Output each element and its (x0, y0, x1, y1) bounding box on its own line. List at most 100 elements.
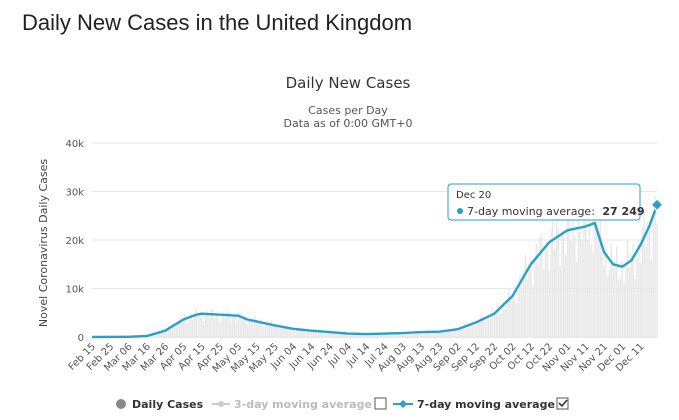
daily-case-bar (544, 246, 547, 337)
daily-case-bar (407, 333, 410, 337)
daily-case-bar (277, 328, 280, 337)
daily-case-bar (190, 314, 192, 337)
legend-7-day-icon (399, 400, 407, 408)
series-layer (91, 197, 665, 339)
tooltip: Dec 20 7-day moving average: 27 249 (447, 183, 645, 221)
daily-case-bar (480, 314, 483, 337)
daily-case-bar (610, 242, 613, 337)
daily-case-bar (173, 323, 176, 337)
daily-case-bar (188, 320, 190, 337)
daily-case-bar (413, 333, 415, 337)
daily-case-bar (168, 325, 170, 337)
daily-case-bar (542, 269, 545, 337)
daily-case-bar (233, 316, 236, 337)
daily-case-bar (403, 332, 406, 337)
daily-case-bar (486, 315, 488, 337)
daily-case-bar (471, 325, 474, 337)
daily-case-bar (312, 330, 314, 337)
daily-case-bar (250, 321, 252, 337)
daily-case-bar (588, 208, 591, 337)
daily-case-bar (531, 286, 534, 337)
daily-case-bar (643, 209, 645, 337)
page-title: Daily New Cases in the United Kingdom (22, 10, 413, 35)
daily-case-bar (537, 265, 539, 337)
daily-case-bar (584, 219, 587, 337)
y-axis-label: Novel Coronavirus Daily Cases (37, 159, 50, 327)
daily-case-bar (526, 279, 528, 337)
daily-case-bar (175, 326, 177, 337)
daily-case-bar (420, 331, 422, 337)
daily-case-bar (548, 270, 550, 337)
daily-case-bar (232, 314, 234, 337)
daily-case-bar (169, 328, 172, 337)
hovered-data-point[interactable] (649, 197, 665, 212)
legend-item-3-day[interactable]: 3-day moving average (212, 398, 372, 411)
daily-case-bar (614, 261, 616, 337)
daily-case-bar (244, 318, 247, 337)
daily-case-bar (365, 334, 368, 337)
legend-item-7-day[interactable]: 7-day moving average (393, 398, 555, 411)
daily-case-bar (656, 223, 658, 337)
daily-case-bar (398, 333, 400, 337)
daily-case-bar (228, 312, 230, 337)
daily-case-bar (257, 323, 260, 337)
legend-item-daily-cases[interactable]: Daily Cases (116, 398, 204, 411)
series-line-7-day-average[interactable] (91, 204, 659, 339)
daily-case-bar (303, 328, 305, 337)
daily-case-bar (636, 258, 638, 337)
legend-3-day-icon (218, 401, 224, 407)
daily-case-bar (484, 322, 486, 337)
daily-case-bar (195, 307, 197, 337)
daily-case-bar (230, 321, 232, 337)
daily-case-bar (632, 244, 634, 337)
daily-case-bar (493, 313, 495, 337)
daily-case-bar (462, 328, 464, 337)
daily-case-bar (645, 247, 647, 337)
daily-case-bar (252, 323, 254, 337)
daily-case-bar (619, 276, 622, 337)
daily-case-bar (469, 323, 472, 337)
daily-case-bar (371, 334, 373, 337)
daily-case-bar (237, 311, 240, 337)
daily-case-bar (458, 327, 461, 337)
daily-case-bar (594, 202, 596, 337)
daily-case-bar (522, 270, 525, 337)
daily-case-bar (524, 254, 527, 337)
daily-case-bar (184, 314, 186, 337)
daily-case-bar (281, 324, 283, 337)
daily-case-bar (327, 332, 329, 337)
tooltip-marker (457, 208, 463, 214)
daily-case-bar (186, 322, 188, 337)
daily-case-bar (345, 332, 347, 337)
legend-3-day-checkbox[interactable] (374, 397, 387, 410)
daily-case-bar (513, 285, 516, 337)
daily-case-bar (504, 309, 506, 337)
daily-case-bar (318, 330, 320, 337)
daily-case-bar (171, 328, 174, 337)
daily-case-bar (575, 261, 578, 337)
daily-case-bar (442, 331, 444, 337)
daily-case-bar (405, 331, 408, 337)
daily-case-bar (563, 236, 565, 337)
checkmark-icon (558, 399, 568, 408)
daily-case-bar (204, 315, 207, 337)
y-tick-label: 30k (65, 188, 84, 199)
daily-case-bar (321, 333, 324, 337)
daily-case-bar (254, 316, 256, 337)
daily-case-bar (561, 230, 563, 337)
daily-case-bar (283, 327, 285, 337)
daily-case-bar (422, 331, 424, 337)
daily-case-bar (447, 328, 450, 337)
daily-case-bar (440, 333, 442, 337)
daily-case-bar (296, 329, 298, 337)
daily-case-bar (449, 328, 452, 337)
daily-case-bar (455, 329, 457, 337)
legend-7-day-checkbox[interactable] (556, 397, 569, 410)
daily-case-bar (597, 235, 600, 337)
daily-case-bar (275, 324, 278, 337)
grid-layer (92, 142, 657, 338)
daily-case-bar (226, 310, 229, 337)
daily-case-bar (328, 331, 331, 337)
daily-case-bar (387, 333, 389, 337)
daily-case-bar (634, 278, 636, 337)
